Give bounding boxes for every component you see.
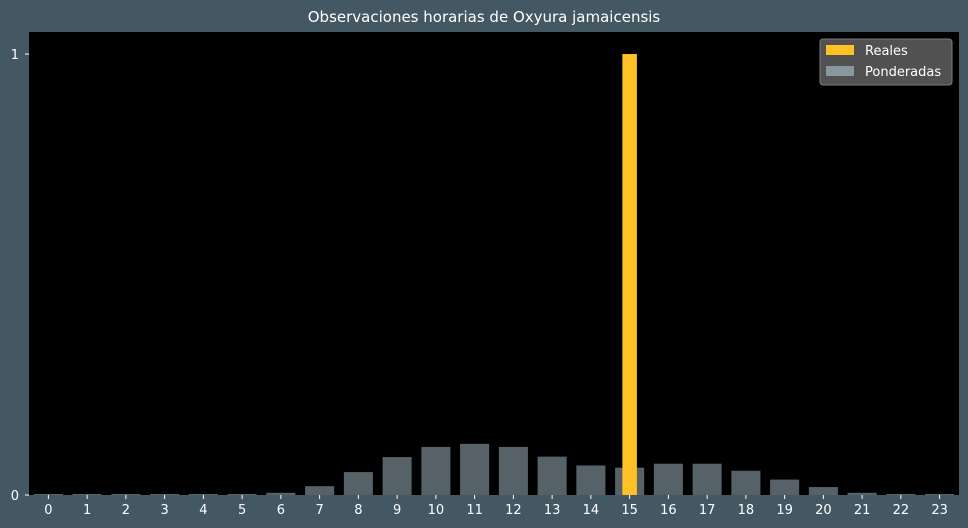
x-tick-label: 5 [238, 503, 246, 518]
bar-ponderadas-7 [305, 486, 335, 495]
bar-ponderadas-8 [343, 472, 373, 495]
bar-ponderadas-18 [731, 470, 761, 495]
bar-ponderadas-10 [421, 446, 451, 495]
x-tick-label: 13 [544, 503, 561, 518]
bar-ponderadas-17 [692, 463, 722, 495]
x-tick-label: 8 [354, 503, 362, 518]
bar-ponderadas-13 [537, 456, 567, 495]
series-reales [622, 54, 637, 496]
bar-ponderadas-12 [498, 446, 528, 495]
x-tick-label: 20 [815, 503, 832, 518]
bar-ponderadas-20 [808, 487, 838, 495]
y-axis: 01 [11, 48, 29, 504]
x-tick-label: 10 [428, 503, 445, 518]
x-tick-label: 18 [738, 503, 755, 518]
x-tick-label: 12 [505, 503, 522, 518]
x-tick-label: 2 [122, 503, 130, 518]
bar-ponderadas-3 [150, 494, 180, 495]
y-tick-label: 1 [11, 48, 19, 63]
x-tick-label: 1 [83, 503, 91, 518]
bar-reales-15 [622, 54, 637, 496]
bar-ponderadas-11 [460, 443, 490, 495]
x-tick-label: 6 [277, 503, 285, 518]
legend-swatch-ponderadas [826, 66, 854, 76]
x-tick-label: 11 [466, 503, 483, 518]
x-tick-label: 23 [931, 503, 948, 518]
legend-label-ponderadas: Ponderadas [865, 65, 941, 80]
bar-ponderadas-2 [111, 494, 141, 495]
x-tick-label: 17 [699, 503, 716, 518]
plot-area [29, 32, 959, 495]
bar-ponderadas-6 [266, 492, 296, 495]
bar-ponderadas-9 [382, 457, 412, 495]
x-tick-label: 4 [199, 503, 207, 518]
legend-label-reales: Reales [865, 44, 908, 59]
series-ponderadas [33, 443, 955, 495]
x-tick-label: 3 [160, 503, 168, 518]
x-tick-label: 19 [776, 503, 793, 518]
x-tick-label: 15 [621, 503, 638, 518]
x-tick-label: 21 [854, 503, 871, 518]
bar-ponderadas-16 [653, 463, 683, 495]
x-tick-label: 16 [660, 503, 677, 518]
bar-ponderadas-23 [925, 494, 955, 495]
bar-ponderadas-14 [576, 465, 606, 495]
bar-ponderadas-4 [188, 494, 218, 495]
x-tick-label: 14 [583, 503, 600, 518]
bar-ponderadas-0 [33, 494, 63, 495]
bar-ponderadas-22 [886, 494, 916, 495]
chart-title: Observaciones horarias de Oxyura jamaice… [307, 8, 661, 26]
bar-ponderadas-1 [72, 494, 102, 495]
y-tick-label: 0 [11, 489, 19, 504]
x-axis: 0 1 2 3 4 5 6 7 8 9 10 11 12 13 14 15 16 17 18 19 20 21 22 23 [44, 495, 948, 518]
x-tick-label: 0 [44, 503, 52, 518]
bar-ponderadas-21 [847, 492, 877, 495]
x-tick-label: 9 [393, 503, 401, 518]
bar-ponderadas-5 [227, 494, 257, 495]
legend: Reales Ponderadas [819, 38, 953, 86]
x-tick-label: 7 [315, 503, 323, 518]
legend-swatch-reales [826, 45, 854, 55]
bar-ponderadas-19 [770, 479, 800, 495]
x-tick-label: 22 [893, 503, 910, 518]
